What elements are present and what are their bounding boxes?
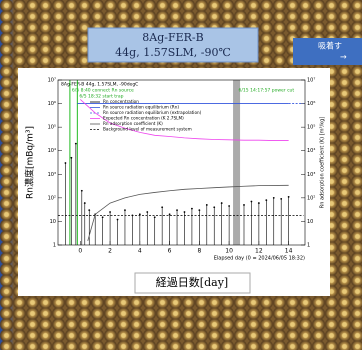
data-point [65, 162, 67, 164]
x-axis-label: Elapsed day (0 = 2024/06/05 18:32) [214, 256, 305, 262]
event-label: 6/15 14:17:57 power cut [239, 88, 295, 94]
data-point [176, 209, 178, 211]
y-tick-label: 10⁴ [48, 148, 56, 154]
data-point [258, 202, 260, 204]
data-point [81, 190, 83, 192]
slide: 8Ag-FER-B 44g, 1.57SLM, -90℃ 吸着す → 8Ag-F… [0, 0, 362, 350]
y-tick-label: 10⁶ [48, 101, 56, 107]
data-point [124, 209, 126, 211]
data-point [198, 209, 200, 211]
y2-tick-label: 1 [307, 243, 310, 249]
data-point [117, 219, 119, 221]
data-point [243, 204, 245, 206]
side-box-text: 吸着す [318, 41, 342, 51]
y-tick-label: 10⁷ [48, 78, 56, 84]
y-axis-label: Rn濃度[mBq/m³] [24, 126, 36, 199]
chart-panel [18, 68, 330, 296]
y2-tick-label: 10³ [307, 172, 315, 178]
y2-tick-label: 10⁷ [307, 78, 315, 84]
data-point [169, 213, 171, 215]
x-tick-label: 10 [225, 248, 233, 255]
data-point [251, 201, 253, 203]
y-tick-label: 10 [50, 219, 56, 225]
y2-tick-label: 10⁴ [307, 148, 315, 154]
data-point [280, 198, 282, 200]
y-tick-label: 10⁵ [48, 125, 56, 131]
data-point [184, 211, 186, 213]
y-tick-label: 10³ [48, 172, 56, 178]
title-line: 44g, 1.57SLM, -90℃ [115, 46, 231, 59]
legend-entry: Expected Rn concentration (K 2.7SLM) [103, 116, 184, 121]
y2-tick-label: 10⁵ [307, 125, 315, 131]
y2-axis-label: Rn adsorption coefficient (K) [m³/kg] [320, 117, 326, 209]
data-point [191, 208, 193, 210]
title-line: 8Ag-FER-B [142, 31, 203, 44]
y-tick-label: 10² [48, 195, 56, 201]
data-point [146, 211, 148, 213]
data-point [88, 209, 90, 211]
data-point [139, 213, 141, 215]
legend-entry: Rn source radiation equilibrium (extrapo… [103, 110, 202, 115]
data-point [154, 216, 156, 218]
data-point [265, 199, 267, 201]
x-caption: 経過日数[day] [156, 276, 228, 289]
y2-tick-label: 10⁶ [307, 101, 315, 107]
data-point [70, 157, 72, 159]
data-point [273, 197, 275, 199]
data-point [161, 206, 163, 208]
y-tick-label: 1 [53, 243, 56, 249]
side-box-text: → [340, 53, 347, 62]
x-tick-label: 2 [108, 248, 112, 255]
x-tick-label: 8 [197, 248, 201, 255]
data-point [228, 205, 230, 207]
x-tick-label: 4 [138, 248, 142, 255]
y2-tick-label: 10 [307, 219, 313, 225]
data-point [288, 196, 290, 198]
data-point [75, 143, 77, 145]
data-point [213, 206, 215, 208]
event-band [233, 80, 240, 245]
x-tick-label: 0 [78, 248, 82, 255]
y2-tick-label: 10² [307, 195, 315, 201]
event-label: 6/5 8:40 connect Rn source [72, 88, 134, 94]
data-point [206, 204, 208, 206]
chart-title: 8Ag-FER-B 44g, 1.57SLM, -90degC [61, 82, 138, 88]
legend-entry: Rn source radiation equilibrium (Rn) [103, 105, 179, 110]
data-point [221, 202, 223, 204]
legend-entry: Background level of measurement system [103, 127, 192, 132]
legend-entry: Rn adsorption coefficient (K) [103, 121, 163, 126]
x-tick-label: 12 [255, 248, 263, 255]
data-point [84, 202, 86, 204]
data-point [102, 216, 104, 218]
x-tick-label: 6 [168, 248, 172, 255]
x-tick-label: 14 [285, 248, 293, 255]
data-point [109, 211, 111, 213]
